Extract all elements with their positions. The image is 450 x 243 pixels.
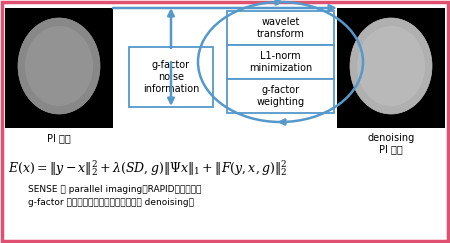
Text: g-factor
noise
information: g-factor noise information [143,61,199,94]
FancyBboxPatch shape [227,45,334,79]
Text: wavelet
transform: wavelet transform [256,17,305,39]
Text: L1-norm
minimization: L1-norm minimization [249,51,312,73]
FancyBboxPatch shape [227,79,334,113]
Text: $E(x) = \|y-x\|_2^2 + \lambda(SD,g)\|\Psi x\|_1 + \|F(y,x,g)\|_2^2$: $E(x) = \|y-x\|_2^2 + \lambda(SD,g)\|\Ps… [8,158,288,178]
Text: denoising
PI 画像: denoising PI 画像 [367,133,414,155]
Ellipse shape [357,26,425,106]
Ellipse shape [25,26,93,106]
Ellipse shape [18,18,100,114]
Text: g-factor が劣化している箇所に加重した denoising。: g-factor が劣化している箇所に加重した denoising。 [28,198,194,207]
Bar [337,8,445,128]
Text: g-factor
weighting: g-factor weighting [256,85,305,107]
Text: PI 画像: PI 画像 [47,133,71,143]
Bar [5,8,113,128]
Ellipse shape [350,18,432,114]
FancyBboxPatch shape [227,11,334,45]
Text: SENSE 系 parallel imaging（RAPID）と併用。: SENSE 系 parallel imaging（RAPID）と併用。 [28,185,202,194]
FancyBboxPatch shape [129,47,213,107]
